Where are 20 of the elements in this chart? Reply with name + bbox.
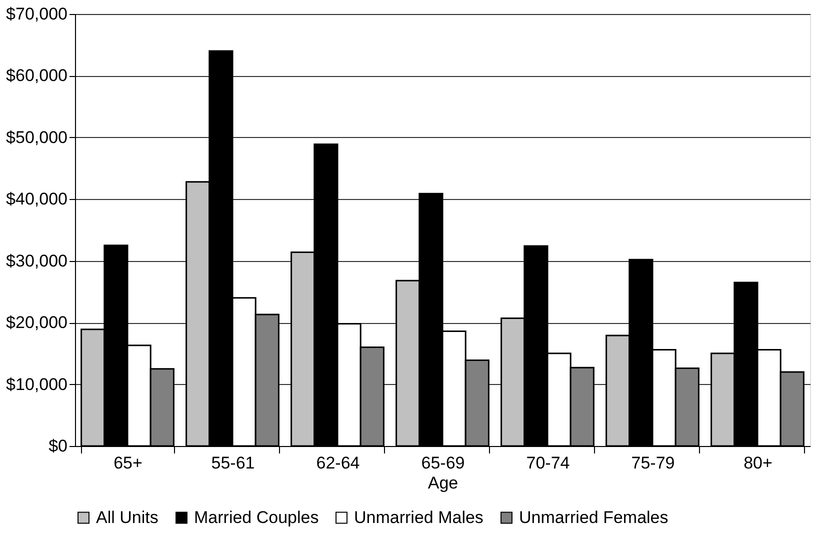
y-tick-label: $0: [48, 436, 68, 456]
y-tick-label: $60,000: [6, 66, 68, 86]
y-tick-label: $70,000: [6, 4, 68, 24]
x-tick-label: 65-69: [421, 454, 465, 472]
legend-label: Unmarried Females: [519, 508, 668, 527]
y-tick-label: $30,000: [6, 251, 68, 270]
y-tick-label: $20,000: [6, 313, 68, 332]
legend-label: All Units: [96, 508, 158, 527]
y-tick-label: $40,000: [6, 190, 68, 209]
x-axis-title: Age: [428, 474, 458, 492]
x-tick-label: 75-79: [631, 454, 675, 472]
legend-label: Unmarried Males: [354, 508, 484, 527]
y-tick-label: $10,000: [6, 374, 68, 394]
x-tick-label: 80+: [744, 454, 772, 472]
x-tick-label: 62-64: [316, 454, 360, 472]
x-tick-label: 55-61: [211, 454, 255, 472]
x-tick-label: 65+: [114, 454, 142, 472]
y-tick-label: $50,000: [6, 128, 68, 147]
legend-label: Married Couples: [194, 508, 319, 527]
x-tick-label: 70-74: [526, 454, 570, 472]
